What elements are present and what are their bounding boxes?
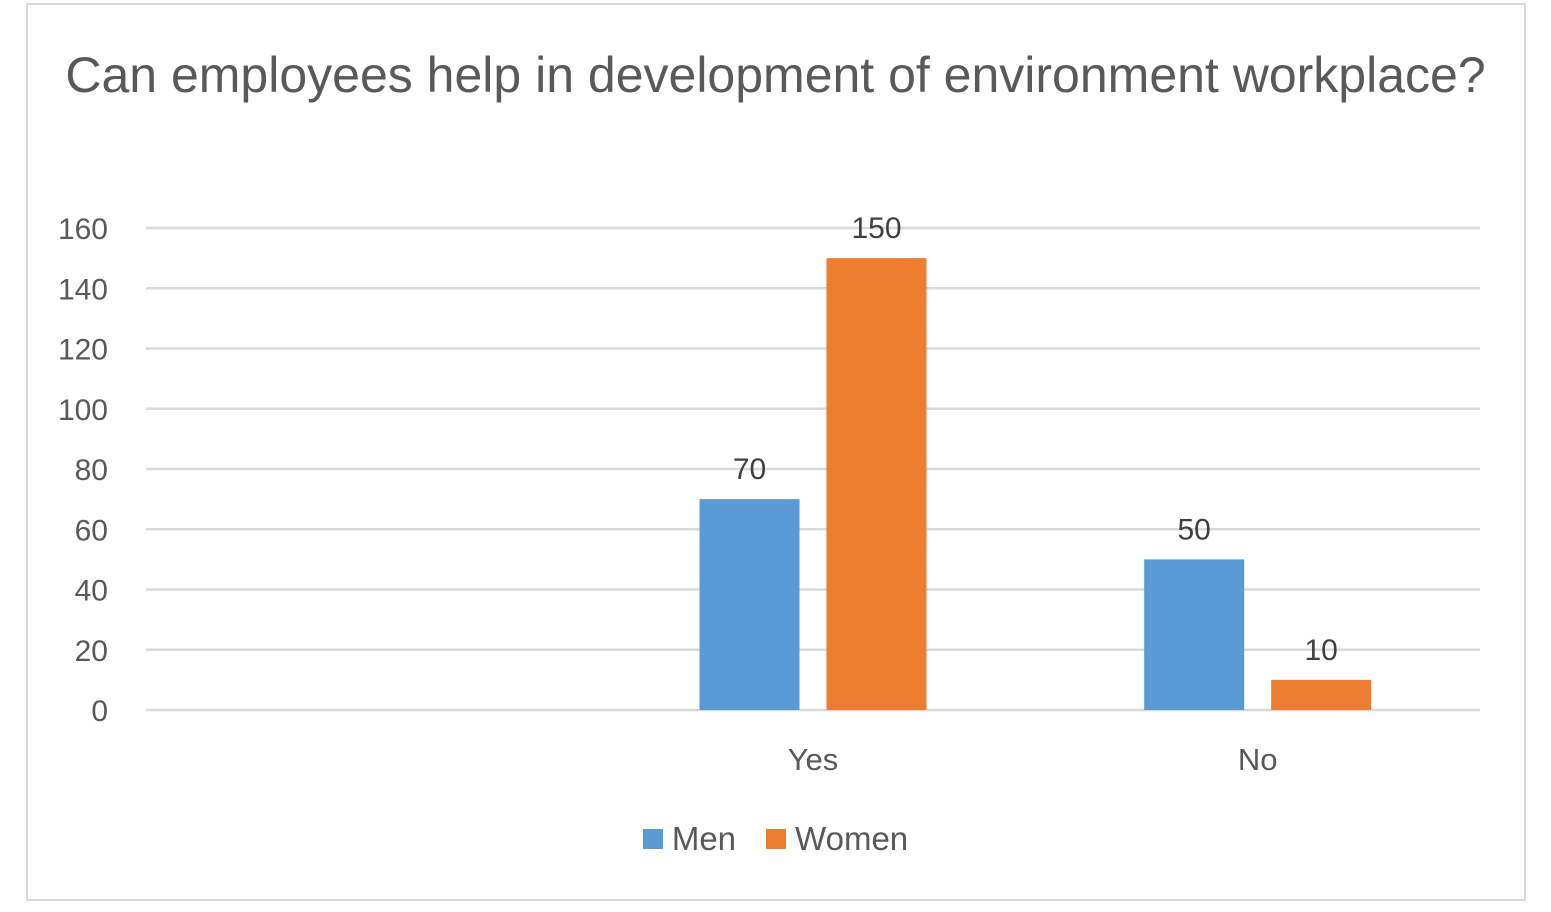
- y-tick-label-0: 0: [91, 695, 108, 728]
- chart-frame: [26, 3, 1526, 901]
- legend-label-women: Women: [795, 820, 909, 857]
- y-tick-label-80: 80: [75, 454, 108, 487]
- y-axis-ticks: 0 20 40 60 80 100 120 140 160: [58, 213, 108, 728]
- legend: Men Women: [0, 820, 1551, 858]
- y-tick-label-140: 140: [58, 273, 108, 306]
- y-tick-label-120: 120: [58, 334, 108, 367]
- data-label-men-yes: 70: [733, 453, 766, 486]
- x-category-label-yes: Yes: [788, 742, 839, 777]
- legend-item-men: Men: [642, 820, 737, 858]
- y-tick-label-60: 60: [75, 514, 108, 547]
- x-axis-categories: Yes No: [788, 742, 1278, 777]
- y-tick-label-40: 40: [75, 575, 108, 608]
- legend-label-men: Men: [671, 820, 737, 857]
- y-tick-label-160: 160: [58, 213, 108, 246]
- bar-women-no: [1271, 679, 1372, 710]
- data-label-women-yes: 150: [851, 212, 901, 245]
- bars: [699, 258, 1372, 710]
- bar-men-no: [1144, 559, 1245, 710]
- legend-swatch-men: [642, 829, 663, 849]
- legend-swatch-women: [766, 829, 787, 849]
- bar-women-yes: [826, 258, 927, 710]
- data-label-women-no: 10: [1304, 634, 1337, 667]
- chart-title: Can employees help in development of env…: [65, 47, 1486, 103]
- data-labels: 70 150 50 10: [733, 212, 1338, 667]
- y-tick-label-100: 100: [58, 394, 108, 427]
- gridlines: [146, 226, 1480, 712]
- legend-item-women: Women: [766, 820, 908, 858]
- data-label-men-no: 50: [1177, 513, 1210, 546]
- x-category-label-no: No: [1238, 742, 1278, 777]
- bar-men-yes: [699, 499, 800, 710]
- y-tick-label-20: 20: [75, 635, 108, 668]
